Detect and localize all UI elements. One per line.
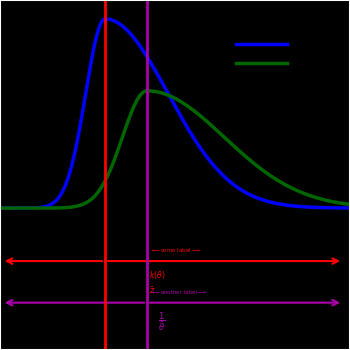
Text: $\bar{z}$: $\bar{z}$ (149, 286, 155, 296)
Text: $\longleftarrow \mathrm{another\ label} \longrightarrow$: $\longleftarrow \mathrm{another\ label} … (150, 288, 208, 296)
Text: $\longleftarrow \mathrm{some\ label} \longrightarrow$: $\longleftarrow \mathrm{some\ label} \lo… (150, 245, 201, 253)
Text: $k(\theta)$: $k(\theta)$ (149, 269, 165, 281)
Text: $\dfrac{1}{\bar{\theta}}$: $\dfrac{1}{\bar{\theta}}$ (158, 310, 165, 332)
